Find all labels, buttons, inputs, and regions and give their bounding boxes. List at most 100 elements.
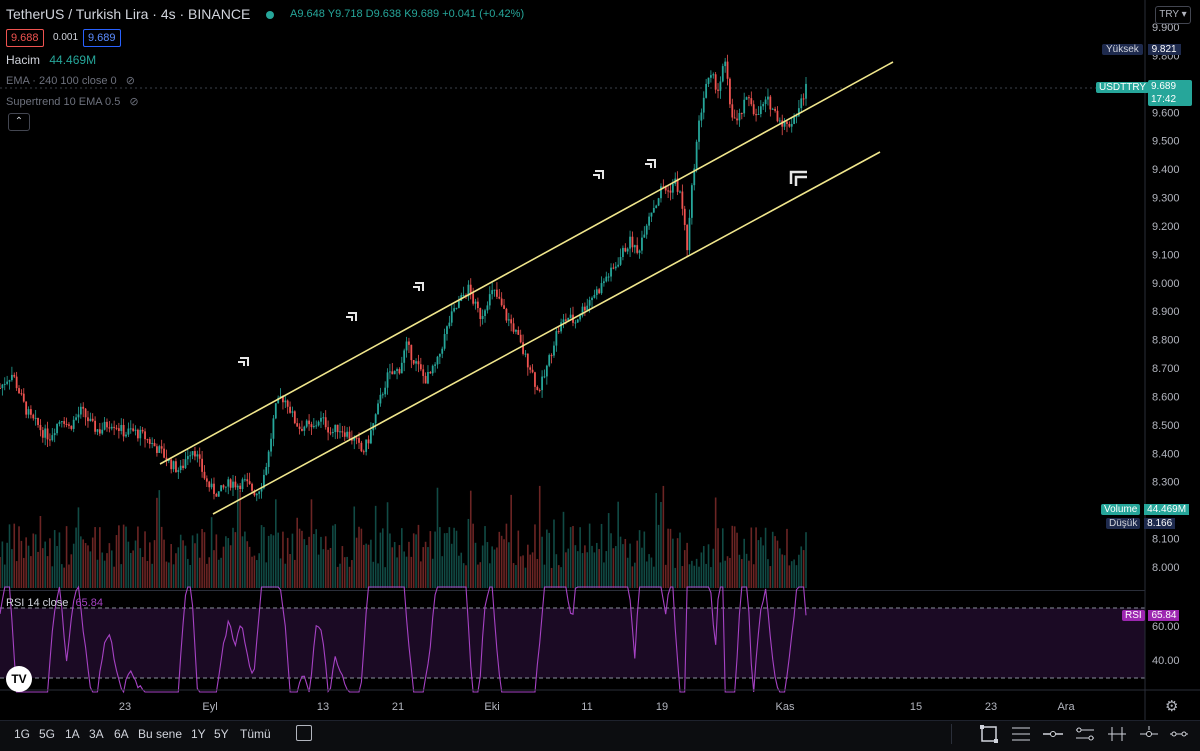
volume-bar xyxy=(286,537,289,588)
candle-body xyxy=(778,120,781,122)
price-tick: 8.300 xyxy=(1152,477,1180,489)
volume-bar xyxy=(524,567,527,588)
candle-body xyxy=(272,418,275,439)
currency-selector[interactable]: TRY ▾ xyxy=(1155,6,1191,24)
candle-body xyxy=(757,113,760,115)
candle-body xyxy=(177,470,180,472)
candle-body xyxy=(384,387,387,395)
volume-bar xyxy=(389,533,391,588)
hidden-eye-icon[interactable]: ⊘ xyxy=(129,96,139,108)
status-dot-icon xyxy=(266,11,274,19)
fib-tool-icon[interactable] xyxy=(1010,723,1032,745)
gear-icon[interactable]: ⚙ xyxy=(1165,698,1179,715)
timeframe-button[interactable]: 1G xyxy=(14,727,31,741)
volume-bar xyxy=(365,543,367,588)
volume-bar xyxy=(762,545,765,588)
volume-bar xyxy=(422,547,425,588)
ask-button[interactable]: 9.689 xyxy=(83,29,121,47)
ema-indicator-label[interactable]: EMA · 240 100 close 0 ⊘ xyxy=(6,74,135,87)
high-tag-value: 9.821 xyxy=(1147,44,1181,55)
volume-bar xyxy=(788,565,791,588)
price-tick: 9.500 xyxy=(1152,136,1180,148)
volume-bar xyxy=(332,525,334,588)
volume-bar xyxy=(412,533,415,588)
timeframe-button[interactable]: 1Y xyxy=(191,727,206,741)
candle-body xyxy=(564,319,567,321)
time-tick: 11 xyxy=(581,701,592,713)
volume-bar xyxy=(8,524,11,588)
candle-body xyxy=(115,427,118,429)
volume-bar xyxy=(315,529,318,588)
date-range-icon[interactable] xyxy=(296,725,312,741)
volume-bar xyxy=(619,536,622,588)
volume-bar xyxy=(479,562,482,588)
timeframe-button[interactable]: Tümü xyxy=(240,727,271,741)
timeframe-button[interactable]: 5Y xyxy=(214,727,229,741)
volume-bar xyxy=(384,567,386,588)
horizontal-line-icon[interactable] xyxy=(1042,723,1064,745)
volume-bar xyxy=(427,547,429,588)
timeframe-button[interactable]: 6A xyxy=(114,727,129,741)
price-chart[interactable]: 9.9009.8009.7009.6009.5009.4009.3009.200… xyxy=(0,0,1200,720)
parallel-channel-icon[interactable] xyxy=(1074,723,1096,745)
volume-bar xyxy=(743,538,745,588)
long-position-icon[interactable] xyxy=(1106,723,1128,745)
time-tick: Ara xyxy=(1057,701,1075,713)
timeframe-button[interactable]: 1A xyxy=(65,727,80,741)
symbol-title[interactable]: TetherUS / Turkish Lira · 4s · BINANCE xyxy=(6,6,251,22)
price-range-icon[interactable] xyxy=(1138,723,1160,745)
volume-bar xyxy=(403,551,405,588)
candle-body xyxy=(505,308,508,321)
candle-body xyxy=(479,308,482,319)
collapse-legend-button[interactable]: ⌃ xyxy=(8,113,30,131)
volume-bar xyxy=(317,554,320,588)
candle-body xyxy=(341,431,344,433)
candle-body xyxy=(68,424,70,426)
supertrend-indicator-label[interactable]: Supertrend 10 EMA 0.5 ⊘ xyxy=(6,95,139,108)
volume-bar xyxy=(87,545,89,588)
candle-body xyxy=(515,329,517,332)
candle-body xyxy=(574,322,577,324)
tradingview-logo-icon[interactable]: TV xyxy=(6,666,32,692)
timeframe-button[interactable]: 3A xyxy=(89,727,104,741)
volume-bar xyxy=(82,539,85,588)
candle-body xyxy=(84,408,87,418)
volume-bar xyxy=(579,527,581,588)
bid-button[interactable]: 9.688 xyxy=(6,29,44,47)
candle-body xyxy=(15,376,18,389)
volume-bar xyxy=(691,560,693,588)
volume-bar xyxy=(477,564,479,588)
rsi-tag-value: 65.84 xyxy=(1148,610,1180,621)
volume-bar xyxy=(25,537,27,588)
volume-bar xyxy=(374,505,377,588)
time-tick: Eki xyxy=(484,701,499,713)
candle-body xyxy=(476,301,479,309)
trend-line-icon[interactable] xyxy=(1168,723,1190,745)
hidden-eye-icon[interactable]: ⊘ xyxy=(125,75,135,87)
volume-bar xyxy=(688,564,691,588)
volume-bar xyxy=(645,561,648,588)
volume-bar xyxy=(764,527,767,588)
rectangle-tool-icon[interactable] xyxy=(978,723,1000,745)
timeframe-button[interactable]: 5G xyxy=(39,727,56,741)
candle-body xyxy=(184,459,187,469)
volume-bar xyxy=(360,528,363,588)
volume-bar xyxy=(641,547,643,588)
timeframe-button[interactable]: Bu sene xyxy=(138,727,183,741)
volume-indicator-label[interactable]: Hacim 44.469M xyxy=(6,53,96,67)
price-tick: 9.300 xyxy=(1152,193,1180,205)
symbol-tag-label: USDTTRY xyxy=(1096,82,1150,93)
candle-body xyxy=(698,120,700,142)
rsi-indicator-label[interactable]: RSI 14 close 65.84 xyxy=(6,597,103,609)
volume-bar xyxy=(481,545,484,588)
volume-bar xyxy=(534,524,536,588)
candle-body xyxy=(643,234,646,238)
volume-bar xyxy=(562,511,565,588)
volume-bar xyxy=(129,552,132,588)
candle-body xyxy=(41,430,44,438)
volume-bar xyxy=(239,490,241,588)
candle-body xyxy=(695,141,698,169)
volume-bar xyxy=(527,544,529,588)
volume-bar xyxy=(531,552,534,588)
time-tick: 21 xyxy=(392,701,404,713)
